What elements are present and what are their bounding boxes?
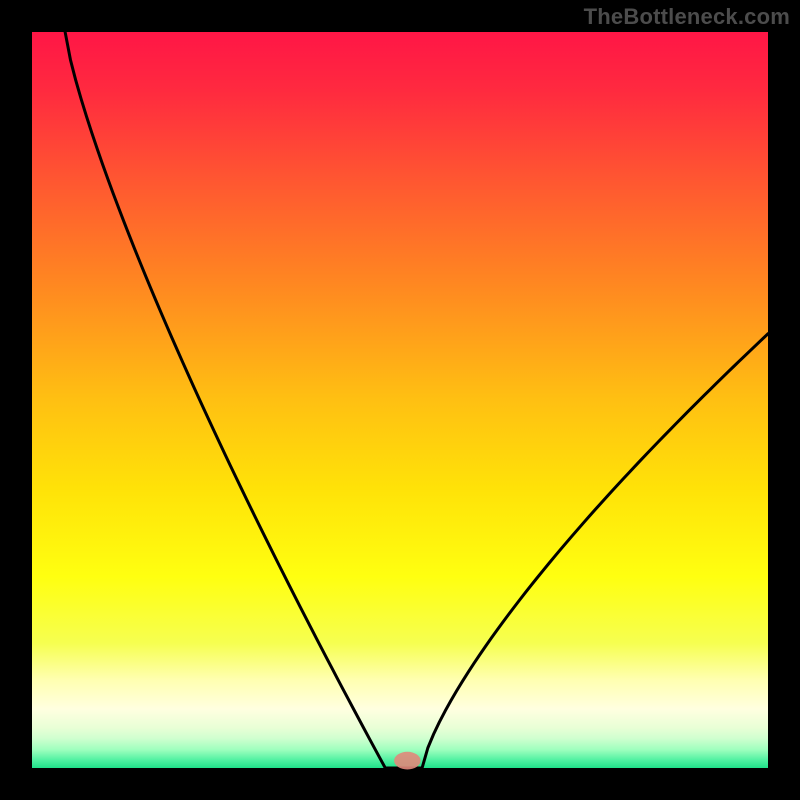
optimal-marker (394, 752, 420, 770)
chart-container: TheBottleneck.com (0, 0, 800, 800)
bottleneck-chart (0, 0, 800, 800)
plot-background (32, 32, 768, 768)
watermark-text: TheBottleneck.com (584, 4, 790, 30)
